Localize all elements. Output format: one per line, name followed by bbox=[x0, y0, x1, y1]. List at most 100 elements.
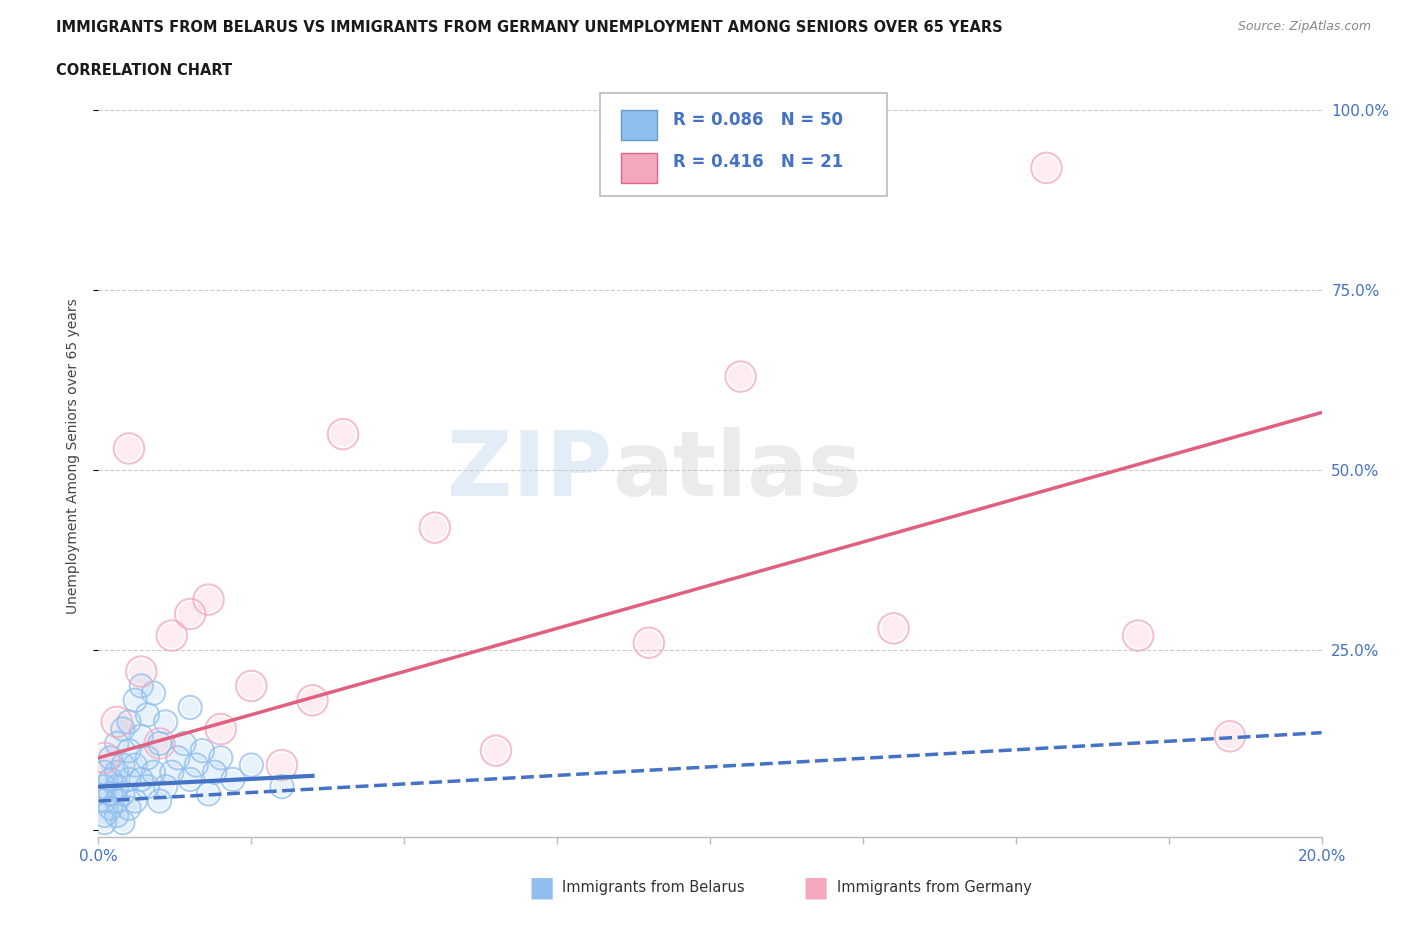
Point bbox=[240, 679, 263, 694]
Text: ■: ■ bbox=[529, 873, 554, 901]
Point bbox=[105, 736, 128, 751]
Point bbox=[209, 722, 232, 737]
Point bbox=[93, 793, 115, 808]
Point bbox=[105, 714, 128, 729]
Point bbox=[118, 441, 141, 456]
Point bbox=[136, 751, 159, 765]
Point bbox=[93, 751, 115, 765]
Point bbox=[149, 736, 172, 751]
Text: Immigrants from Germany: Immigrants from Germany bbox=[837, 880, 1032, 895]
Point bbox=[111, 787, 134, 802]
Point bbox=[118, 801, 141, 816]
Point bbox=[883, 621, 905, 636]
Point bbox=[111, 758, 134, 773]
Point bbox=[105, 808, 128, 823]
Point bbox=[209, 751, 232, 765]
Point bbox=[160, 764, 183, 779]
Point bbox=[93, 793, 115, 808]
Point bbox=[149, 736, 172, 751]
Point bbox=[129, 772, 152, 787]
Point bbox=[118, 772, 141, 787]
Point bbox=[129, 729, 152, 744]
Text: Source: ZipAtlas.com: Source: ZipAtlas.com bbox=[1237, 20, 1371, 33]
Point bbox=[149, 793, 172, 808]
Point bbox=[301, 693, 323, 708]
Point bbox=[160, 628, 183, 643]
Point bbox=[93, 779, 115, 794]
Point bbox=[129, 729, 152, 744]
Point bbox=[129, 664, 152, 679]
Point bbox=[191, 743, 214, 758]
Text: IMMIGRANTS FROM BELARUS VS IMMIGRANTS FROM GERMANY UNEMPLOYMENT AMONG SENIORS OV: IMMIGRANTS FROM BELARUS VS IMMIGRANTS FR… bbox=[56, 20, 1002, 35]
Point bbox=[129, 664, 152, 679]
Point bbox=[136, 779, 159, 794]
Point bbox=[124, 793, 146, 808]
Point bbox=[100, 751, 122, 765]
Point bbox=[93, 808, 115, 823]
Point bbox=[149, 736, 172, 751]
Point bbox=[222, 772, 245, 787]
Point bbox=[142, 685, 165, 700]
Point bbox=[197, 592, 219, 607]
Point bbox=[1219, 729, 1241, 744]
Point bbox=[136, 707, 159, 722]
Point bbox=[105, 764, 128, 779]
Y-axis label: Unemployment Among Seniors over 65 years: Unemployment Among Seniors over 65 years bbox=[66, 298, 80, 614]
Point bbox=[93, 816, 115, 830]
Point bbox=[270, 779, 292, 794]
Point bbox=[209, 751, 232, 765]
Point bbox=[93, 764, 115, 779]
Point bbox=[179, 606, 201, 621]
Point bbox=[118, 441, 141, 456]
Text: atlas: atlas bbox=[612, 427, 862, 515]
Point bbox=[1128, 628, 1150, 643]
Point bbox=[1128, 628, 1150, 643]
Point bbox=[129, 679, 152, 694]
Point bbox=[155, 779, 177, 794]
Point bbox=[149, 793, 172, 808]
Point bbox=[118, 743, 141, 758]
Point bbox=[155, 714, 177, 729]
Point bbox=[93, 751, 115, 765]
Bar bbox=[620, 110, 658, 140]
Point bbox=[730, 369, 752, 384]
Point bbox=[105, 764, 128, 779]
Point bbox=[129, 772, 152, 787]
Point bbox=[100, 801, 122, 816]
Point bbox=[204, 764, 226, 779]
Point bbox=[485, 743, 508, 758]
Text: R = 0.416   N = 21: R = 0.416 N = 21 bbox=[673, 153, 844, 171]
Point bbox=[142, 764, 165, 779]
Point bbox=[204, 764, 226, 779]
Point bbox=[124, 693, 146, 708]
Point bbox=[105, 793, 128, 808]
Point bbox=[179, 772, 201, 787]
Point bbox=[124, 693, 146, 708]
Point bbox=[179, 606, 201, 621]
Point bbox=[883, 621, 905, 636]
Point bbox=[240, 679, 263, 694]
Point bbox=[149, 736, 172, 751]
Point bbox=[270, 758, 292, 773]
Point bbox=[136, 751, 159, 765]
Point bbox=[167, 751, 190, 765]
Point bbox=[100, 787, 122, 802]
Point bbox=[118, 801, 141, 816]
Point bbox=[111, 816, 134, 830]
Point bbox=[93, 764, 115, 779]
Point bbox=[173, 736, 195, 751]
Point bbox=[240, 758, 263, 773]
Point bbox=[100, 787, 122, 802]
Point bbox=[111, 722, 134, 737]
Point bbox=[209, 722, 232, 737]
Point bbox=[332, 427, 354, 442]
Point bbox=[118, 772, 141, 787]
Text: ZIP: ZIP bbox=[447, 427, 612, 515]
Point bbox=[105, 779, 128, 794]
Point bbox=[423, 520, 446, 535]
Point bbox=[167, 751, 190, 765]
Point bbox=[155, 779, 177, 794]
Point bbox=[197, 787, 219, 802]
Point bbox=[93, 779, 115, 794]
Point bbox=[173, 736, 195, 751]
